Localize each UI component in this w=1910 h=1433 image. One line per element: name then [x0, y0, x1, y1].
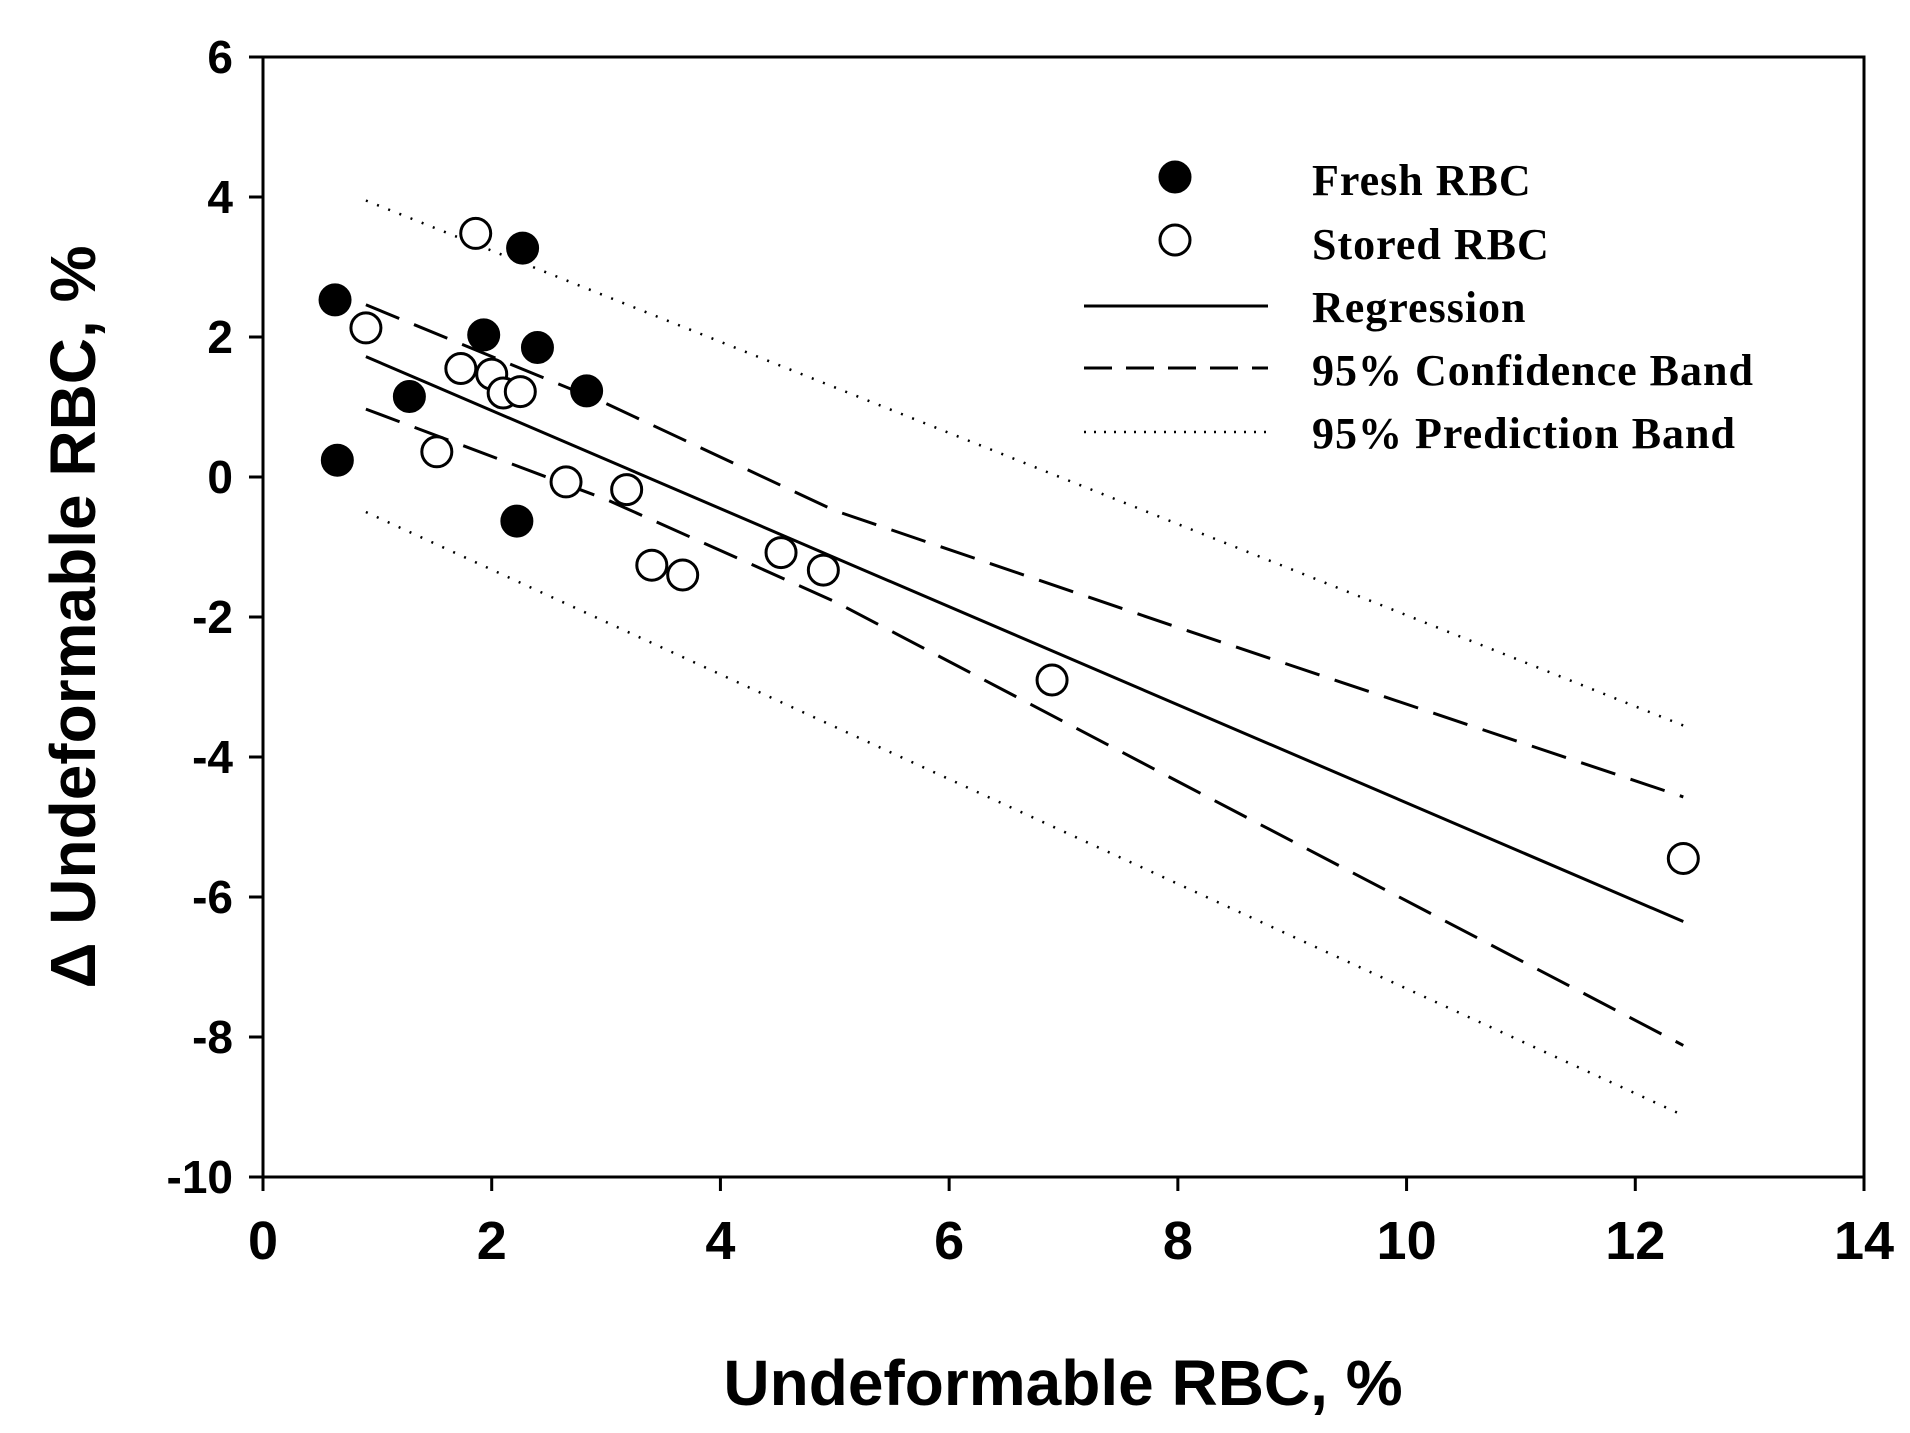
legend-label-confidence: 95% Confidence Band [1312, 346, 1754, 395]
x-axis-title: Undeformable RBC, % [723, 1347, 1402, 1419]
x-tick-label: 14 [1834, 1211, 1894, 1271]
stored-rbc-point [503, 375, 537, 409]
y-tick-label: 2 [207, 311, 233, 363]
y-tick-label: -6 [192, 871, 233, 923]
stored-rbc-point [764, 536, 798, 570]
y-tick-label: 6 [207, 31, 233, 83]
stored-rbc-point [420, 435, 454, 469]
confidence-band-lower [365, 407, 1684, 1047]
stored-rbc-point [459, 216, 493, 250]
y-tick-label: -4 [192, 731, 233, 783]
y-tick-label: 4 [207, 171, 233, 223]
legend-label-fresh: Fresh RBC [1312, 156, 1532, 205]
fresh-rbc-point [506, 231, 540, 265]
plot-frame [261, 55, 1866, 1179]
legend-marker-fresh [1158, 160, 1192, 194]
fresh-rbc-point [318, 283, 352, 317]
regression-line [365, 355, 1684, 923]
y-tick-label: -8 [192, 1011, 233, 1063]
legend: Fresh RBC Stored RBC Regression 95% Conf… [1084, 156, 1754, 458]
y-tick-label: -2 [192, 591, 233, 643]
stored-rbc-point [610, 473, 644, 507]
y-axis-title: Δ Undeformable RBC, % [37, 246, 109, 989]
stored-rbc-point [666, 558, 700, 592]
prediction-band-lower [365, 510, 1684, 1117]
legend-label-prediction: 95% Prediction Band [1312, 409, 1736, 458]
x-tick-label: 12 [1605, 1211, 1665, 1271]
x-tick-label: 2 [477, 1211, 507, 1271]
y-tick-label: 0 [207, 451, 233, 503]
y-tick-label: -10 [167, 1151, 233, 1203]
fresh-rbc-point [392, 380, 426, 413]
prediction-band-upper [365, 199, 1684, 727]
stored-rbc-point [1035, 663, 1069, 697]
fresh-rbc-point [320, 443, 354, 477]
x-tick-label: 6 [934, 1211, 964, 1271]
fresh-rbc-point [500, 504, 534, 538]
x-tick-label: 8 [1163, 1211, 1193, 1271]
legend-label-regression: Regression [1312, 283, 1527, 332]
confidence-band-upper [365, 303, 1684, 799]
legend-label-stored: Stored RBC [1312, 220, 1550, 269]
stored-rbc-point [806, 553, 840, 587]
legend-marker-stored [1158, 223, 1192, 257]
x-tick-label: 0 [248, 1211, 278, 1271]
fresh-rbc-point [570, 374, 604, 408]
fresh-rbc-point [520, 331, 554, 364]
stored-rbc-point [349, 311, 383, 345]
x-tick-label: 4 [705, 1211, 735, 1271]
stored-rbc-point [444, 352, 478, 385]
fresh-rbc-point [467, 318, 501, 352]
stored-rbc-point [635, 548, 669, 582]
stored-rbc-point [549, 465, 583, 499]
x-tick-label: 10 [1377, 1211, 1437, 1271]
stored-rbc-point [1666, 842, 1700, 875]
